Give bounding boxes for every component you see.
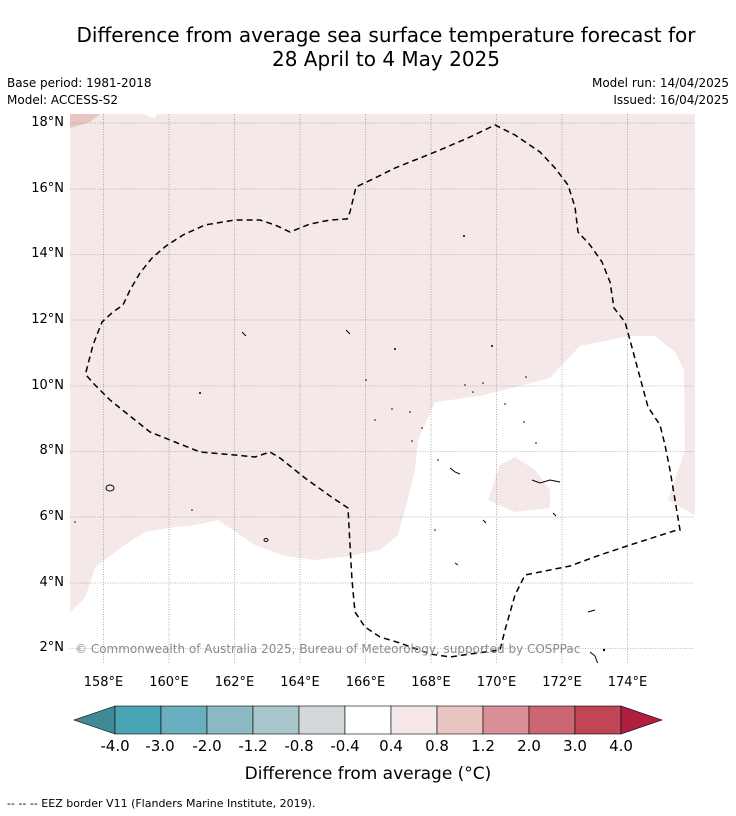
colorbar-label: 3.0 — [563, 737, 587, 755]
colorbar-label: -3.0 — [145, 737, 175, 755]
islands — [105, 329, 599, 663]
lat-label-16n: 16°N — [31, 181, 64, 196]
lon-label-158e: 158°E — [83, 675, 124, 690]
lon-label-166e: 166°E — [345, 675, 386, 690]
lon-label-162e: 162°E — [214, 675, 255, 690]
lat-label-10n: 10°N — [31, 378, 64, 393]
lat-label-12n: 12°N — [31, 312, 64, 327]
lon-label-172e: 172°E — [542, 675, 582, 690]
colorbar-label: 2.0 — [517, 737, 541, 755]
island-dots — [74, 235, 606, 652]
colorbar-segment — [114, 705, 162, 735]
colorbar-label: -0.8 — [284, 737, 314, 755]
lon-label-164e: 164°E — [280, 675, 320, 690]
colorbar-label: 0.8 — [425, 737, 449, 755]
model-run: Model run: 14/04/2025 — [591, 76, 729, 90]
colorbar — [73, 705, 663, 735]
colorbar-label: 0.4 — [379, 737, 403, 755]
anomaly-patch-east — [488, 457, 550, 512]
colorbar-segment — [298, 705, 346, 735]
lon-label-168e: 168°E — [411, 675, 451, 690]
colorbar-segment — [528, 705, 576, 735]
colorbar-extend-high — [620, 705, 663, 735]
colorbar-segment — [390, 705, 438, 735]
colorbar-extend-low — [73, 705, 116, 735]
colorbar-label: 4.0 — [609, 737, 633, 755]
lat-label-14n: 14°N — [31, 246, 64, 261]
colorbar-segment — [206, 705, 254, 735]
issued-date: Issued: 16/04/2025 — [613, 93, 729, 107]
lat-label-8n: 8°N — [39, 443, 65, 458]
colorbar-segment — [160, 705, 208, 735]
colorbar-segment — [252, 705, 300, 735]
white-patch-top — [145, 114, 157, 118]
colorbar-label: -1.2 — [238, 737, 268, 755]
eez-border — [85, 124, 681, 658]
lat-label-6n: 6°N — [39, 509, 65, 524]
lat-label-2n: 2°N — [39, 640, 65, 655]
colorbar-label: 1.2 — [471, 737, 495, 755]
colorbar-label: -4.0 — [100, 737, 130, 755]
lat-label-18n: 18°N — [31, 115, 64, 130]
lon-label-170e: 170°E — [476, 675, 517, 690]
lon-label-160e: 160°E — [149, 675, 189, 690]
copyright-notice: © Commonwealth of Australia 2025, Bureau… — [75, 642, 581, 656]
anomaly-region-0.4-0.8 — [70, 114, 695, 612]
lat-label-4n: 4°N — [39, 575, 65, 590]
map-title-line1: Difference from average sea surface temp… — [76, 23, 696, 47]
colorbar-label: -2.0 — [192, 737, 222, 755]
colorbar-label: -0.4 — [330, 737, 360, 755]
colorbar-segment — [482, 705, 530, 735]
colorbar-segment — [574, 705, 622, 735]
eez-footnote: -- -- -- EEZ border V11 (Flanders Marine… — [7, 797, 316, 810]
colorbar-title: Difference from average (°C) — [244, 764, 492, 784]
map-title-line2: 28 April to 4 May 2025 — [272, 47, 500, 71]
colorbar-segment — [344, 705, 392, 735]
gridlines — [70, 114, 695, 663]
base-period: Base period: 1981-2018 — [7, 76, 152, 90]
anomaly-region-0.8-1.2 — [70, 114, 100, 128]
lon-label-174e: 174°E — [607, 675, 648, 690]
model-name: Model: ACCESS-S2 — [7, 93, 119, 107]
colorbar-segment — [436, 705, 484, 735]
